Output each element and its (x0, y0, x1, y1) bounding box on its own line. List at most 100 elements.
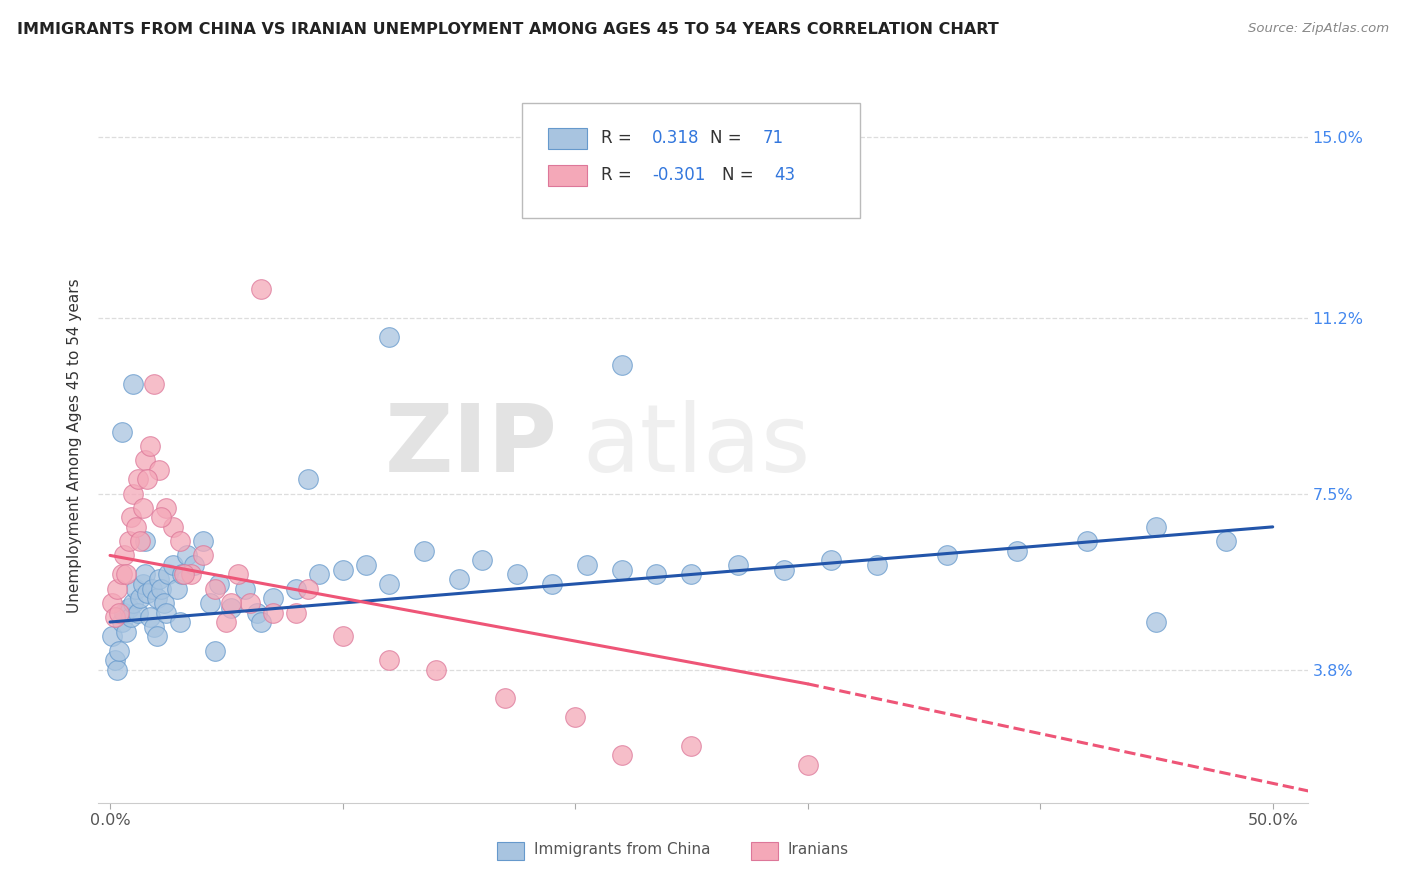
Point (122, 486, 145, 500)
Point (1215, 534, 1237, 549)
Point (157, 567, 180, 582)
Point (105, 582, 128, 596)
Point (120, 510, 142, 524)
Point (1076, 534, 1098, 549)
Point (101, 596, 124, 610)
Point (285, 582, 308, 596)
Text: R =: R = (602, 128, 637, 146)
Point (138, 439, 160, 453)
Y-axis label: Unemployment Among Ages 45 to 54 years: Unemployment Among Ages 45 to 54 years (67, 278, 83, 614)
Point (250, 282, 273, 296)
Point (155, 500, 177, 515)
Point (727, 558, 749, 572)
Point (180, 567, 202, 582)
Point (173, 567, 195, 582)
Text: Source: ZipAtlas.com: Source: ZipAtlas.com (1249, 22, 1389, 36)
Point (936, 549, 959, 563)
Point (115, 567, 138, 582)
FancyBboxPatch shape (548, 165, 586, 186)
FancyBboxPatch shape (522, 103, 860, 218)
Point (134, 567, 156, 582)
Point (645, 567, 668, 582)
Point (105, 663, 128, 677)
Point (198, 596, 221, 610)
Text: atlas: atlas (582, 400, 810, 492)
Point (413, 543, 436, 558)
Point (150, 510, 173, 524)
Point (143, 620, 166, 634)
Point (145, 591, 167, 606)
Point (773, 563, 796, 577)
Point (191, 534, 214, 549)
Point (118, 534, 141, 549)
Point (169, 534, 191, 549)
Point (131, 500, 153, 515)
Point (136, 586, 159, 600)
Point (1144, 520, 1167, 534)
Point (425, 663, 447, 677)
Point (540, 577, 562, 591)
Point (215, 615, 238, 629)
Point (145, 629, 167, 643)
Point (250, 615, 273, 629)
Text: ZIP: ZIP (385, 400, 558, 492)
Point (134, 534, 156, 549)
Point (118, 600, 141, 615)
Point (101, 629, 124, 643)
Point (494, 691, 516, 706)
Point (108, 643, 131, 657)
Point (138, 610, 160, 624)
Point (447, 572, 470, 586)
Point (204, 643, 226, 657)
Point (152, 596, 174, 610)
Point (610, 563, 633, 577)
Point (112, 606, 135, 620)
Text: N =: N = (723, 166, 759, 184)
Point (176, 549, 198, 563)
Point (112, 549, 135, 563)
Point (143, 377, 166, 392)
Point (129, 591, 152, 606)
FancyBboxPatch shape (548, 128, 586, 149)
Text: IMMIGRANTS FROM CHINA VS IRANIAN UNEMPLOYMENT AMONG AGES 45 TO 54 YEARS CORRELAT: IMMIGRANTS FROM CHINA VS IRANIAN UNEMPLO… (17, 22, 998, 37)
Text: R =: R = (602, 166, 637, 184)
Point (378, 577, 401, 591)
Point (239, 596, 262, 610)
Point (208, 577, 231, 591)
Point (169, 615, 191, 629)
Point (148, 463, 170, 477)
Point (564, 710, 586, 724)
Point (332, 563, 354, 577)
Point (378, 653, 401, 667)
FancyBboxPatch shape (751, 842, 778, 860)
Point (150, 582, 173, 596)
Point (191, 549, 214, 563)
Point (104, 653, 127, 667)
Point (219, 596, 242, 610)
Text: N =: N = (710, 128, 747, 146)
Point (245, 606, 267, 620)
Point (297, 472, 319, 486)
Point (111, 615, 134, 629)
Point (681, 739, 703, 753)
Point (681, 567, 703, 582)
Point (148, 572, 170, 586)
Point (820, 553, 842, 567)
Point (1005, 543, 1028, 558)
Point (308, 567, 330, 582)
Point (262, 606, 284, 620)
Point (172, 567, 194, 582)
Point (111, 425, 134, 439)
Point (122, 377, 145, 392)
Point (1144, 615, 1167, 629)
Point (108, 606, 131, 620)
Point (127, 472, 149, 486)
Point (285, 606, 308, 620)
Point (233, 582, 256, 596)
Text: Immigrants from China: Immigrants from China (534, 842, 710, 856)
Point (124, 520, 146, 534)
Point (155, 606, 177, 620)
Point (204, 582, 226, 596)
Point (162, 558, 184, 572)
Point (120, 610, 142, 624)
